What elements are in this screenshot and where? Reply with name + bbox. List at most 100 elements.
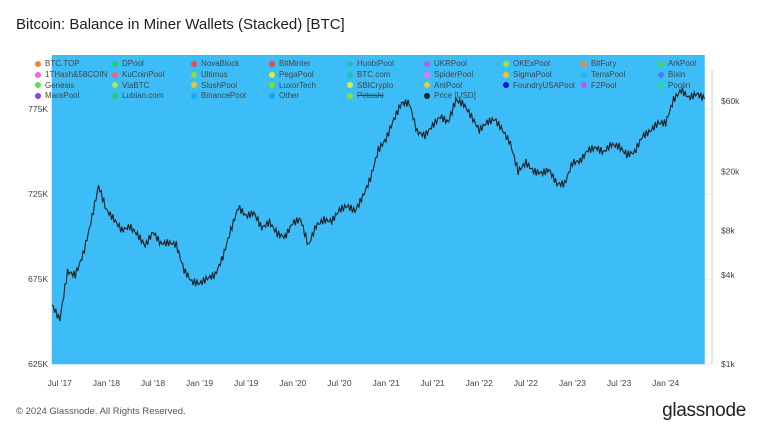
legend-item[interactable]: BitFury xyxy=(581,59,616,68)
legend-item[interactable]: Bixin xyxy=(658,70,685,79)
legend-item[interactable]: Lubian.com xyxy=(112,91,163,100)
legend-dot-icon xyxy=(35,82,41,88)
legend-dot-icon xyxy=(191,71,197,78)
legend-dot-icon xyxy=(581,60,587,67)
legend-item[interactable]: NovaBlock xyxy=(191,59,239,68)
glassnode-logo: glassnode xyxy=(662,400,746,421)
legend-item[interactable]: OKExPool xyxy=(503,59,550,68)
legend-dot-icon xyxy=(269,92,275,99)
legend-dot-icon xyxy=(658,60,664,67)
legend-label: Price [USD] xyxy=(434,91,476,100)
legend-dot-icon xyxy=(503,71,509,78)
legend-dot-icon xyxy=(347,71,353,78)
legend-item[interactable]: KuCoinPool xyxy=(112,70,164,79)
legend-label: BTC.TOP xyxy=(45,59,80,68)
x-tick-label: Jan '22 xyxy=(466,378,493,388)
legend-item[interactable]: TerraPool xyxy=(581,70,625,79)
legend-label: Poolin xyxy=(668,80,691,90)
legend-item[interactable]: MaraPool xyxy=(35,91,79,100)
legend-label: KuCoinPool xyxy=(122,70,165,79)
legend-label: Bixin xyxy=(668,70,686,79)
legend-item[interactable]: BitMinter xyxy=(269,59,311,68)
x-tick-label: Jan '19 xyxy=(186,378,213,388)
legend-item[interactable]: DPool xyxy=(112,59,144,68)
legend-item[interactable]: Petoshi xyxy=(347,91,384,100)
legend-dot-icon xyxy=(112,92,118,99)
x-tick-label: Jan '21 xyxy=(372,378,399,388)
chart-title: Bitcoin: Balance in Miner Wallets (Stack… xyxy=(16,16,345,33)
legend-label: SlushPool xyxy=(201,80,238,90)
y-left-tick-label: 775K xyxy=(28,104,48,114)
legend-dot-icon xyxy=(424,82,430,88)
legend-item[interactable]: Ultimus xyxy=(191,70,228,79)
legend-dot-icon xyxy=(269,82,275,88)
legend-item[interactable]: BTC.TOP xyxy=(35,59,80,68)
legend-label: Petoshi xyxy=(357,91,384,100)
legend-dot-icon xyxy=(581,71,587,78)
y-right-tick-label: $1k xyxy=(721,359,735,369)
legend-item[interactable]: LuxorTech xyxy=(269,81,316,90)
legend-dot-icon xyxy=(658,82,664,88)
chart: 625K 675K 725K 775K $1k $4k $8k $20k $60k Jul '17… xyxy=(28,55,740,388)
legend-dot-icon xyxy=(35,60,41,67)
legend-dot-icon xyxy=(347,60,353,67)
legend-item[interactable]: SigmaPool xyxy=(503,70,552,79)
x-tick-label: Jan '24 xyxy=(652,378,679,388)
legend-dot-icon xyxy=(35,71,41,78)
x-tick-label: Jan '23 xyxy=(559,378,586,388)
legend-label: BinancePool xyxy=(201,91,246,100)
legend-item[interactable]: UKRPool xyxy=(424,59,467,68)
legend-label: Other xyxy=(279,91,300,100)
legend-item[interactable]: Poolin xyxy=(658,81,690,90)
legend-label: DPool xyxy=(122,59,144,68)
legend-dot-icon xyxy=(658,71,664,78)
legend-item[interactable]: HuobiPool xyxy=(347,59,394,68)
copyright: © 2024 Glassnode. All Rights Reserved. xyxy=(16,406,186,417)
legend-dot-icon xyxy=(424,71,430,78)
legend-label: Genesis xyxy=(45,80,75,90)
legend-dot-icon xyxy=(424,60,430,67)
legend-label: ArkPool xyxy=(668,59,697,68)
legend-label: SBICrypto xyxy=(357,80,394,90)
legend-label: Lubian.com xyxy=(122,91,164,100)
legend-item[interactable]: ArkPool xyxy=(658,59,696,68)
legend-label: OKExPool xyxy=(513,59,550,68)
legend-item[interactable]: F2Pool xyxy=(581,81,616,90)
x-tick-label: Jul '19 xyxy=(234,378,259,388)
legend-item[interactable]: 1THash&58COIN xyxy=(35,70,107,79)
legend-dot-icon xyxy=(112,82,118,88)
legend-label: 1THash&58COIN xyxy=(45,70,108,79)
x-tick-label: Jul '17 xyxy=(48,378,73,388)
legend-dot-icon xyxy=(35,92,41,99)
legend-item[interactable]: Other xyxy=(269,91,299,100)
legend-dot-icon xyxy=(112,71,118,78)
legend-dot-icon xyxy=(191,82,197,88)
x-tick-label: Jul '23 xyxy=(607,378,632,388)
x-tick-label: Jul '21 xyxy=(420,378,445,388)
legend-dot-icon xyxy=(269,71,275,78)
legend-label: MaraPool xyxy=(45,91,80,100)
legend-dot-icon xyxy=(503,60,509,67)
legend-label: HuobiPool xyxy=(357,59,394,68)
legend-item[interactable]: BinancePool xyxy=(191,91,246,100)
legend-dot-icon xyxy=(269,60,275,67)
legend-item[interactable]: Price [USD] xyxy=(424,91,476,100)
legend-dot-icon xyxy=(191,92,197,99)
legend-item[interactable]: SBICrypto xyxy=(347,81,393,90)
legend-item[interactable]: SlushPool xyxy=(191,81,237,90)
y-left-tick-label: 675K xyxy=(28,274,48,284)
legend-dot-icon xyxy=(424,92,430,99)
legend-item[interactable]: Genesis xyxy=(35,81,74,90)
legend-item[interactable]: BTC.com xyxy=(347,70,390,79)
y-left-tick-label: 625K xyxy=(28,359,48,369)
legend-item[interactable]: SpiderPool xyxy=(424,70,473,79)
legend-item[interactable]: AntPool xyxy=(424,81,462,90)
legend-item[interactable]: FoundryUSAPool xyxy=(503,81,575,90)
legend-label: SigmaPool xyxy=(513,70,552,79)
legend-item[interactable]: PegaPool xyxy=(269,70,314,79)
legend-item[interactable]: ViaBTC xyxy=(112,81,149,90)
legend-label: F2Pool xyxy=(591,80,617,90)
legend: BTC.TOP DPool NovaBlock BitMinter HuobiPool U… xyxy=(0,55,768,105)
legend-label: BitFury xyxy=(591,59,617,68)
y-right-tick-label: $60k xyxy=(721,96,740,106)
